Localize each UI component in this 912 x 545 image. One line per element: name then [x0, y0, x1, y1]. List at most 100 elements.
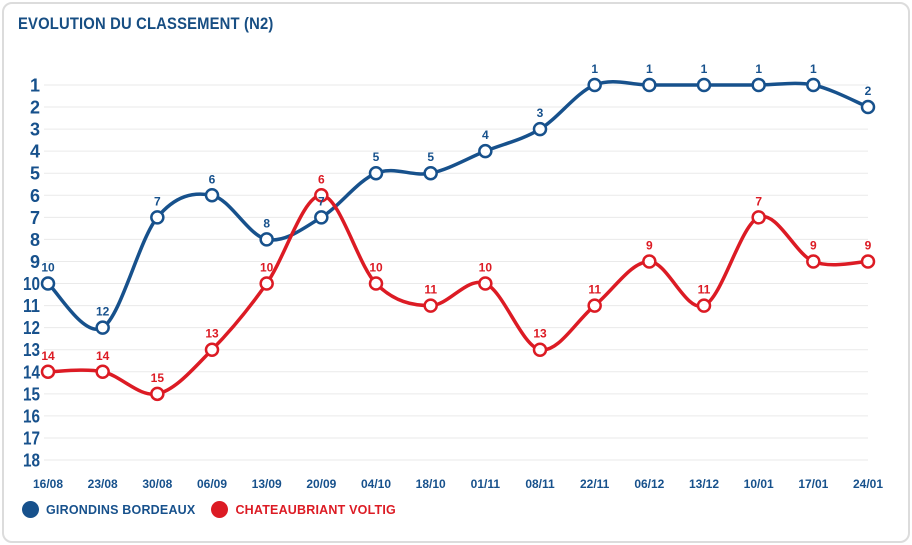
- x-axis-date-label: 22/11: [580, 477, 610, 491]
- legend-dot-red-icon: [211, 501, 229, 518]
- data-point-marker-girondins: [587, 77, 602, 93]
- series-line-chateaubriant: [46, 193, 870, 396]
- legend-dot-blue-icon: [22, 501, 39, 518]
- data-point-marker-chateaubriant: [150, 386, 165, 402]
- data-point-marker-chateaubriant: [368, 276, 384, 291]
- data-point-label-girondins: 1: [701, 62, 708, 76]
- y-axis-tick-label: 6: [30, 186, 40, 206]
- data-point-label-girondins: 5: [373, 150, 380, 164]
- y-axis-tick-label: 8: [30, 230, 40, 250]
- data-point-label-girondins: 2: [865, 84, 872, 98]
- data-point-marker-chateaubriant: [806, 254, 821, 269]
- y-axis-tick-label: 15: [23, 384, 40, 404]
- data-point-label-chateaubriant: 13: [533, 327, 547, 341]
- x-axis-date-label: 04/10: [361, 477, 391, 491]
- data-point-marker-chateaubriant: [751, 210, 766, 225]
- data-point-marker-chateaubriant: [259, 276, 274, 291]
- legend-label-chateaubriant: CHATEAUBRIANT VOLTIG: [235, 502, 396, 517]
- y-axis-tick-label: 2: [30, 98, 40, 118]
- data-point-marker-girondins: [40, 276, 56, 291]
- data-point-marker-girondins: [423, 165, 438, 181]
- x-axis-date-label: 08/11: [525, 477, 555, 491]
- y-axis-tick-label: 18: [23, 451, 40, 471]
- data-point-marker-girondins: [95, 320, 110, 335]
- data-point-label-girondins: 7: [154, 194, 161, 208]
- data-point-label-chateaubriant: 7: [755, 194, 762, 208]
- data-point-label-girondins: 12: [96, 305, 110, 319]
- x-axis-date-label: 13/12: [689, 477, 719, 491]
- data-point-marker-chateaubriant: [95, 364, 110, 380]
- data-point-marker-girondins: [204, 188, 220, 203]
- data-point-marker-girondins: [806, 77, 821, 93]
- data-point-marker-girondins: [696, 77, 712, 93]
- data-point-label-girondins: 5: [427, 150, 434, 164]
- data-point-label-girondins: 3: [537, 106, 544, 120]
- x-axis-date-label: 24/01: [853, 477, 883, 491]
- x-axis-date-label: 01/11: [471, 477, 501, 491]
- data-point-label-chateaubriant: 10: [260, 261, 274, 275]
- data-point-marker-girondins: [259, 232, 274, 247]
- y-axis-tick-label: 7: [30, 208, 40, 228]
- data-point-marker-girondins: [368, 165, 384, 181]
- data-point-marker-girondins: [860, 99, 876, 115]
- data-point-marker-chateaubriant: [587, 298, 602, 313]
- x-axis-date-label: 10/01: [744, 477, 774, 491]
- x-axis-date-label: 16/08: [33, 477, 63, 491]
- data-point-marker-girondins: [150, 210, 165, 225]
- data-point-label-girondins: 4: [482, 128, 489, 142]
- data-point-marker-girondins: [642, 77, 657, 93]
- legend-label-girondins: GIRONDINS BORDEAUX: [46, 502, 196, 517]
- legend-item-girondins[interactable]: GIRONDINS BORDEAUX: [22, 501, 195, 518]
- data-point-label-girondins: 1: [755, 62, 762, 76]
- y-axis-tick-label: 9: [30, 252, 40, 272]
- x-axis-date-label: 13/09: [252, 477, 282, 491]
- data-point-label-chateaubriant: 9: [810, 238, 817, 252]
- y-axis-tick-label: 11: [23, 296, 40, 316]
- data-point-marker-girondins: [532, 121, 548, 137]
- data-point-marker-chateaubriant: [532, 342, 548, 357]
- data-point-marker-chateaubriant: [314, 188, 329, 203]
- data-point-label-chateaubriant: 14: [41, 349, 55, 363]
- y-axis-tick-label: 12: [23, 318, 40, 338]
- y-axis-tick-label: 14: [23, 362, 40, 382]
- data-point-label-chateaubriant: 9: [646, 238, 653, 252]
- y-axis-tick-label: 13: [23, 340, 40, 360]
- x-axis-date-label: 06/12: [634, 477, 664, 491]
- data-point-label-chateaubriant: 15: [151, 371, 165, 385]
- data-point-label-girondins: 10: [41, 261, 55, 275]
- y-axis-tick-label: 17: [23, 428, 40, 448]
- data-point-marker-chateaubriant: [204, 342, 220, 357]
- data-point-marker-girondins: [751, 77, 766, 93]
- data-point-label-chateaubriant: 13: [205, 327, 219, 341]
- data-point-label-chateaubriant: 10: [369, 261, 383, 275]
- x-axis-date-label: 20/09: [306, 477, 336, 491]
- data-point-label-girondins: 7: [318, 194, 325, 208]
- x-axis-date-label: 17/01: [798, 477, 828, 491]
- data-point-label-chateaubriant: 11: [588, 283, 601, 297]
- legend-item-chateaubriant[interactable]: CHATEAUBRIANT VOLTIG: [211, 501, 396, 518]
- data-point-marker-chateaubriant: [423, 298, 438, 313]
- x-axis-date-label: 18/10: [416, 477, 446, 491]
- y-axis-tick-label: 5: [30, 164, 40, 184]
- data-point-label-chateaubriant: 14: [96, 349, 110, 363]
- y-axis-tick-label: 3: [30, 120, 40, 140]
- data-point-label-chateaubriant: 9: [865, 238, 872, 252]
- y-axis-tick-label: 4: [30, 142, 40, 162]
- data-point-marker-chateaubriant: [642, 254, 657, 269]
- data-point-label-girondins: 8: [263, 216, 270, 230]
- y-axis-tick-label: 1: [30, 76, 40, 96]
- data-point-label-chateaubriant: 10: [479, 261, 493, 275]
- data-point-marker-girondins: [314, 210, 329, 225]
- data-point-label-chateaubriant: 11: [698, 283, 711, 297]
- data-point-label-girondins: 1: [646, 62, 653, 76]
- data-point-marker-chateaubriant: [860, 254, 876, 269]
- data-point-label-girondins: 1: [810, 62, 817, 76]
- chart-legend: GIRONDINS BORDEAUX CHATEAUBRIANT VOLTIG: [22, 501, 396, 518]
- data-point-label-chateaubriant: 11: [424, 283, 437, 297]
- x-axis-date-label: 23/08: [88, 477, 118, 491]
- data-point-marker-chateaubriant: [478, 276, 493, 291]
- y-axis-tick-label: 16: [23, 406, 40, 426]
- data-point-marker-girondins: [478, 143, 493, 159]
- data-point-marker-chateaubriant: [696, 298, 712, 313]
